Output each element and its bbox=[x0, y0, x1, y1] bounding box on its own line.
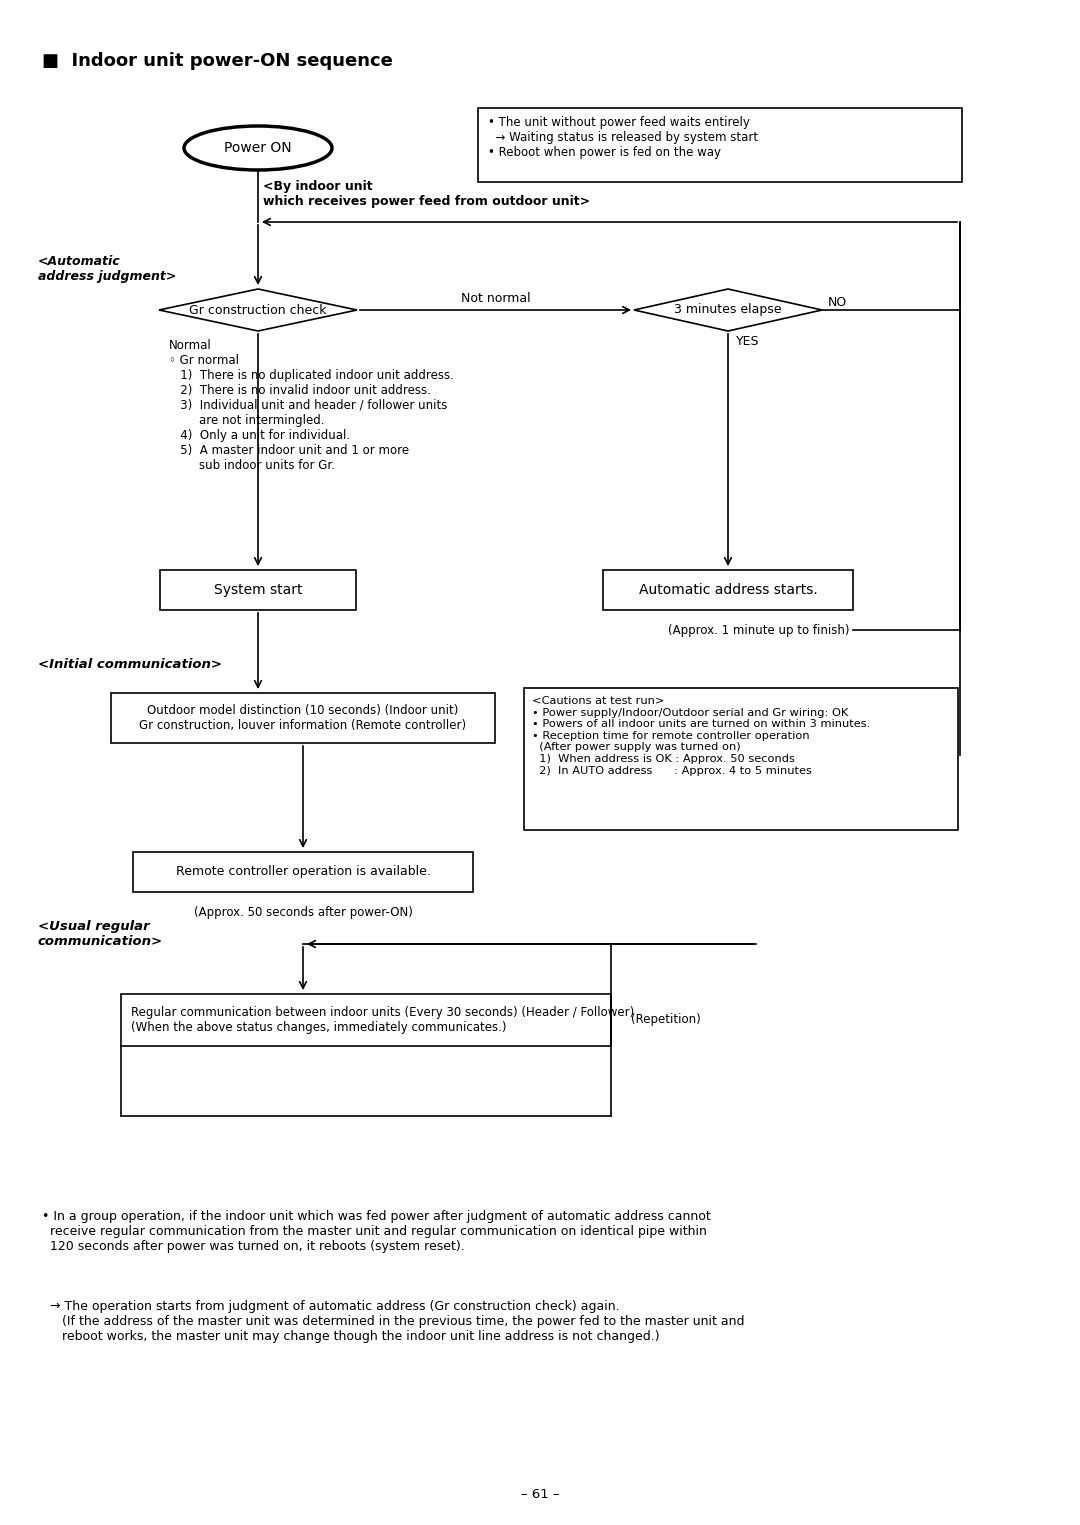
Text: ■  Indoor unit power-ON sequence: ■ Indoor unit power-ON sequence bbox=[42, 52, 393, 70]
Text: Gr construction check: Gr construction check bbox=[189, 303, 327, 317]
Polygon shape bbox=[634, 290, 822, 331]
Text: (Repetition): (Repetition) bbox=[631, 1014, 701, 1026]
Bar bbox=[111, 692, 495, 743]
Bar bbox=[160, 570, 356, 610]
Text: System start: System start bbox=[214, 583, 302, 596]
Ellipse shape bbox=[184, 127, 332, 169]
Text: <By indoor unit
which receives power feed from outdoor unit>: <By indoor unit which receives power fee… bbox=[264, 180, 590, 207]
Text: Remote controller operation is available.: Remote controller operation is available… bbox=[176, 866, 431, 878]
Text: NO: NO bbox=[828, 296, 847, 310]
Polygon shape bbox=[159, 290, 357, 331]
Text: Regular communication between indoor units (Every 30 seconds) (Header / Follower: Regular communication between indoor uni… bbox=[131, 1006, 634, 1034]
Text: Power ON: Power ON bbox=[225, 140, 292, 156]
Bar bbox=[133, 852, 473, 892]
Text: (Approx. 1 minute up to finish): (Approx. 1 minute up to finish) bbox=[667, 624, 849, 637]
Text: <Cautions at test run>
• Power supply/Indoor/Outdoor serial and Gr wiring: OK
• : <Cautions at test run> • Power supply/In… bbox=[532, 695, 870, 776]
Text: YES: YES bbox=[735, 336, 759, 348]
Bar bbox=[478, 108, 962, 181]
Text: Outdoor model distinction (10 seconds) (Indoor unit)
Gr construction, louver inf: Outdoor model distinction (10 seconds) (… bbox=[139, 705, 467, 732]
Bar bbox=[603, 570, 853, 610]
Text: – 61 –: – 61 – bbox=[521, 1488, 559, 1501]
Text: Automatic address starts.: Automatic address starts. bbox=[638, 583, 818, 596]
Bar bbox=[524, 688, 958, 830]
Text: <Initial communication>: <Initial communication> bbox=[38, 657, 222, 671]
Text: Not normal: Not normal bbox=[461, 291, 530, 305]
Bar bbox=[121, 994, 611, 1046]
Text: 3 minutes elapse: 3 minutes elapse bbox=[674, 303, 782, 317]
Text: → The operation starts from judgment of automatic address (Gr construction check: → The operation starts from judgment of … bbox=[42, 1299, 744, 1344]
Text: <Usual regular
communication>: <Usual regular communication> bbox=[38, 920, 163, 949]
Text: (Approx. 50 seconds after power-ON): (Approx. 50 seconds after power-ON) bbox=[193, 906, 413, 920]
Text: • In a group operation, if the indoor unit which was fed power after judgment of: • In a group operation, if the indoor un… bbox=[42, 1209, 711, 1254]
Text: • The unit without power feed waits entirely
  → Waiting status is released by s: • The unit without power feed waits enti… bbox=[488, 116, 758, 159]
Text: <Automatic
address judgment>: <Automatic address judgment> bbox=[38, 255, 176, 284]
Text: Normal
◦ Gr normal
   1)  There is no duplicated indoor unit address.
   2)  The: Normal ◦ Gr normal 1) There is no duplic… bbox=[168, 339, 454, 473]
